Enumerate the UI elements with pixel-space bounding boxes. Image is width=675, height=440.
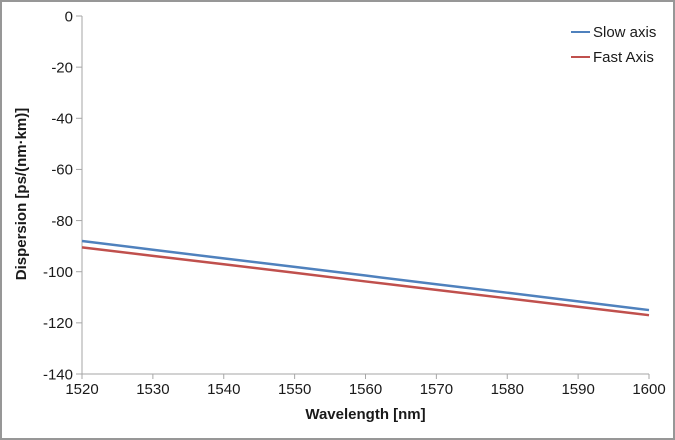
y-tick-label: 0 (65, 8, 73, 25)
y-tick-label: -140 (43, 366, 73, 383)
x-tick-label: 1520 (65, 381, 98, 398)
legend-label: Fast Axis (593, 48, 654, 66)
legend-swatch-fast-axis (571, 55, 590, 59)
legend-swatch-slow-axis (571, 30, 590, 34)
series-line-fast-axis (81, 246, 650, 317)
y-tick-label: -40 (51, 111, 73, 128)
y-tick-label: -20 (51, 59, 73, 76)
x-axis-title: Wavelength [nm] (305, 406, 426, 423)
y-tick-label: -80 (51, 213, 73, 230)
y-tick-label: -120 (43, 315, 73, 332)
y-tick-label: -60 (51, 162, 73, 179)
x-tick-label: 1590 (561, 381, 594, 398)
x-tick-label: 1570 (420, 381, 453, 398)
legend-label: Slow axis (593, 23, 657, 41)
series-line-slow-axis (81, 239, 650, 312)
x-tick-label: 1540 (207, 381, 240, 398)
x-tick-label: 1580 (491, 381, 524, 398)
y-tick-label: -100 (43, 264, 73, 281)
legend-item-fast-axis: Fast Axis (571, 48, 656, 66)
x-tick-label: 1600 (632, 381, 665, 398)
x-tick-label: 1560 (349, 381, 382, 398)
x-tick-label: 1550 (278, 381, 311, 398)
y-axis-title: Dispersion [ps/(nm·km)] (13, 107, 30, 281)
x-tick-label: 1530 (136, 381, 169, 398)
legend: Slow axis Fast Axis (571, 23, 656, 66)
legend-item-slow-axis: Slow axis (571, 23, 656, 41)
